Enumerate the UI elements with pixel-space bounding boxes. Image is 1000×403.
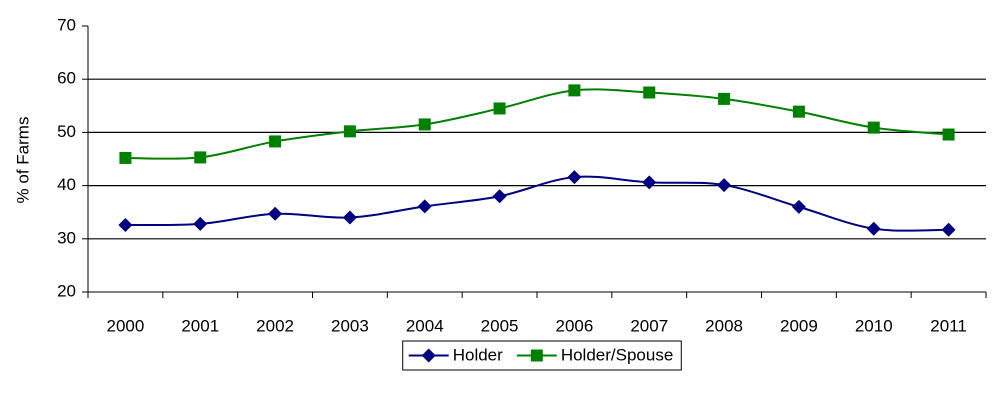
marker: [791, 199, 806, 214]
marker: [343, 125, 356, 138]
marker: [418, 118, 431, 131]
marker: [792, 105, 805, 118]
series-line: [125, 175, 949, 232]
y-tick-label: 60: [57, 69, 76, 88]
x-tick-label: 2010: [855, 316, 893, 335]
x-tick-label: 2008: [705, 316, 743, 335]
marker: [718, 92, 731, 105]
marker: [492, 189, 507, 204]
marker: [568, 84, 581, 97]
marker: [866, 221, 881, 236]
x-tick-label: 2009: [780, 316, 818, 335]
x-tick-label: 2002: [256, 316, 294, 335]
series-line: [125, 88, 949, 160]
x-tick-label: 2001: [181, 316, 219, 335]
marker: [193, 216, 208, 231]
legend-label: Holder/Spouse: [561, 345, 673, 364]
x-tick-label: 2011: [930, 316, 967, 335]
legend-label: Holder: [453, 345, 503, 364]
marker: [642, 175, 657, 190]
marker: [342, 210, 357, 225]
marker: [867, 121, 880, 134]
y-axis-label: % of Farms: [13, 117, 32, 204]
y-tick-label: 40: [57, 175, 76, 194]
x-tick-label: 2003: [331, 316, 369, 335]
marker: [269, 135, 282, 148]
marker: [942, 128, 955, 141]
y-tick-label: 70: [57, 15, 76, 34]
y-tick-label: 50: [57, 122, 76, 141]
marker: [941, 222, 956, 237]
marker: [118, 217, 133, 232]
marker: [717, 178, 732, 193]
marker: [643, 86, 656, 99]
x-tick-label: 2000: [107, 316, 145, 335]
marker: [119, 151, 132, 164]
marker: [421, 348, 436, 363]
y-tick-label: 30: [57, 228, 76, 247]
marker: [268, 206, 283, 221]
y-tick-label: 20: [57, 281, 76, 300]
x-tick-label: 2004: [406, 316, 444, 335]
marker: [493, 102, 506, 115]
marker: [567, 170, 582, 185]
x-tick-label: 2005: [481, 316, 519, 335]
x-tick-label: 2006: [556, 316, 594, 335]
legend: Holder Holder/Spouse: [402, 340, 682, 371]
marker: [530, 349, 543, 362]
marker: [194, 151, 207, 164]
marker: [417, 199, 432, 214]
x-tick-label: 2007: [630, 316, 668, 335]
